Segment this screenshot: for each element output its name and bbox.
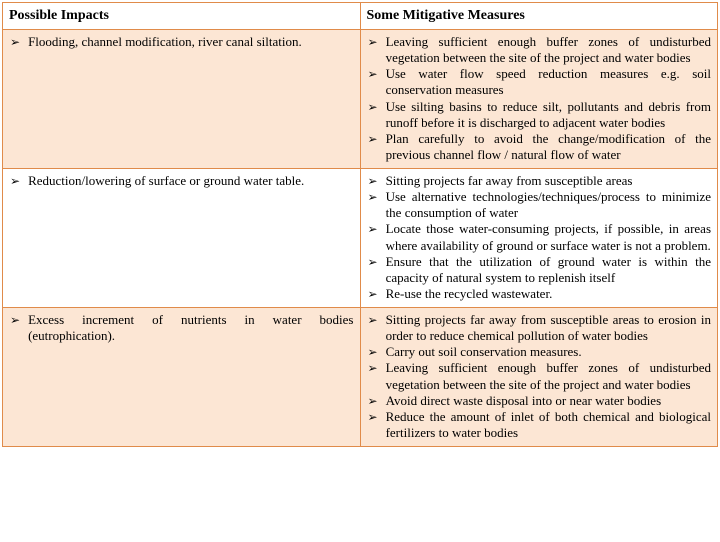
list-item: ➢ Use silting basins to reduce silt, poll…	[367, 99, 712, 132]
impacts-text: Flooding, channel modification, river ca…	[28, 34, 353, 50]
measures-list: ➢ Leaving sufficient enough buffer zones …	[367, 34, 712, 164]
bullet-arrow-icon: ➢	[9, 173, 20, 189]
list-item: ➢ Leaving sufficient enough buffer zones …	[367, 34, 712, 67]
bullet-arrow-icon: ➢	[367, 99, 378, 115]
measures-text: Use silting basins to reduce silt, pollu…	[386, 99, 711, 132]
measures-text: Ensure that the utilization of ground wa…	[386, 254, 711, 287]
measures-list: ➢ Sitting projects far away from suscepti…	[367, 173, 712, 303]
measures-text: Use water flow speed reduction measures …	[386, 66, 711, 99]
bullet-arrow-icon: ➢	[9, 312, 20, 328]
list-item: ➢ Use water flow speed reduction measures…	[367, 66, 712, 99]
table-row: ➢ Flooding, channel modification, river c…	[3, 29, 718, 168]
bullet-arrow-icon: ➢	[367, 66, 378, 82]
measures-text: Avoid direct waste disposal into or near…	[386, 393, 711, 409]
measures-text: Sitting projects far away from susceptib…	[386, 312, 711, 345]
cell-impacts: ➢ Excess increment of nutrients in water …	[3, 307, 361, 446]
measures-text: Plan carefully to avoid the change/modif…	[386, 131, 711, 164]
bullet-arrow-icon: ➢	[367, 221, 378, 237]
bullet-arrow-icon: ➢	[367, 131, 378, 147]
bullet-arrow-icon: ➢	[367, 189, 378, 205]
list-item: ➢ Leaving sufficient enough buffer zones …	[367, 360, 712, 393]
measures-text: Sitting projects far away from susceptib…	[386, 173, 711, 189]
measures-text: Leaving sufficient enough buffer zones o…	[386, 360, 711, 393]
bullet-arrow-icon: ➢	[367, 254, 378, 270]
list-item: ➢ Use alternative technologies/techniques…	[367, 189, 712, 222]
bullet-arrow-icon: ➢	[367, 34, 378, 50]
header-impacts: Possible Impacts	[3, 3, 361, 30]
cell-measures: ➢ Sitting projects far away from suscepti…	[360, 307, 718, 446]
header-measures: Some Mitigative Measures	[360, 3, 718, 30]
list-item: ➢ Sitting projects far away from suscepti…	[367, 312, 712, 345]
impacts-list: ➢ Reduction/lowering of surface or ground…	[9, 173, 354, 189]
list-item: ➢ Sitting projects far away from suscepti…	[367, 173, 712, 189]
list-item: ➢ Avoid direct waste disposal into or nea…	[367, 393, 712, 409]
bullet-arrow-icon: ➢	[367, 286, 378, 302]
list-item: ➢ Plan carefully to avoid the change/modi…	[367, 131, 712, 164]
list-item: ➢ Reduce the amount of inlet of both chem…	[367, 409, 712, 442]
measures-text: Carry out soil conservation measures.	[386, 344, 711, 360]
bullet-arrow-icon: ➢	[367, 409, 378, 425]
impacts-text: Reduction/lowering of surface or ground …	[28, 173, 353, 189]
cell-impacts: ➢ Flooding, channel modification, river c…	[3, 29, 361, 168]
table-row: ➢ Reduction/lowering of surface or ground…	[3, 168, 718, 307]
cell-measures: ➢ Sitting projects far away from suscepti…	[360, 168, 718, 307]
measures-text: Leaving sufficient enough buffer zones o…	[386, 34, 711, 67]
list-item: ➢ Carry out soil conservation measures.	[367, 344, 712, 360]
list-item: ➢ Excess increment of nutrients in water …	[9, 312, 354, 345]
impacts-text: Excess increment of nutrients in water b…	[28, 312, 353, 345]
impacts-list: ➢ Flooding, channel modification, river c…	[9, 34, 354, 50]
list-item: ➢ Locate those water-consuming projects, …	[367, 221, 712, 254]
bullet-arrow-icon: ➢	[367, 173, 378, 189]
measures-list: ➢ Sitting projects far away from suscepti…	[367, 312, 712, 442]
bullet-arrow-icon: ➢	[367, 360, 378, 376]
measures-text: Reduce the amount of inlet of both chemi…	[386, 409, 711, 442]
bullet-arrow-icon: ➢	[367, 393, 378, 409]
impacts-measures-table: Possible Impacts Some Mitigative Measure…	[2, 2, 718, 447]
list-item: ➢ Flooding, channel modification, river c…	[9, 34, 354, 50]
list-item: ➢ Ensure that the utilization of ground w…	[367, 254, 712, 287]
measures-text: Use alternative technologies/techniques/…	[386, 189, 711, 222]
table-header-row: Possible Impacts Some Mitigative Measure…	[3, 3, 718, 30]
cell-measures: ➢ Leaving sufficient enough buffer zones …	[360, 29, 718, 168]
measures-text: Locate those water-consuming projects, i…	[386, 221, 711, 254]
bullet-arrow-icon: ➢	[9, 34, 20, 50]
bullet-arrow-icon: ➢	[367, 344, 378, 360]
list-item: ➢ Reduction/lowering of surface or ground…	[9, 173, 354, 189]
measures-text: Re-use the recycled wastewater.	[386, 286, 711, 302]
table-row: ➢ Excess increment of nutrients in water …	[3, 307, 718, 446]
cell-impacts: ➢ Reduction/lowering of surface or ground…	[3, 168, 361, 307]
impacts-list: ➢ Excess increment of nutrients in water …	[9, 312, 354, 345]
bullet-arrow-icon: ➢	[367, 312, 378, 328]
list-item: ➢ Re-use the recycled wastewater.	[367, 286, 712, 302]
